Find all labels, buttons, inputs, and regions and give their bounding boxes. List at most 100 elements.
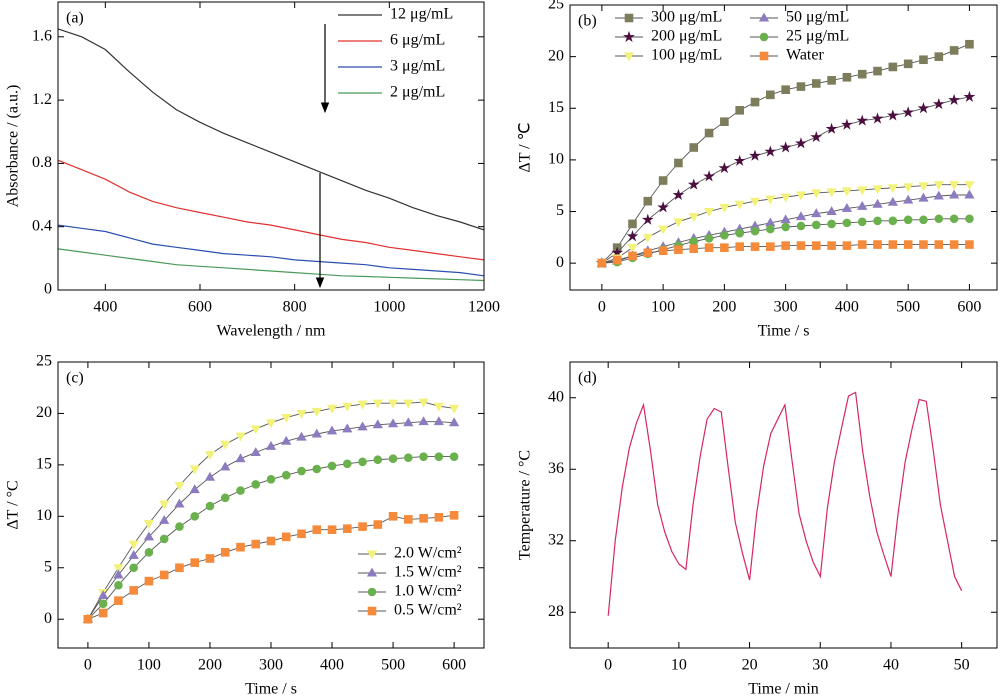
marker xyxy=(449,452,459,461)
marker xyxy=(251,480,261,489)
marker xyxy=(388,454,398,464)
marker xyxy=(612,255,622,265)
marker xyxy=(204,471,216,481)
marker xyxy=(113,569,124,579)
marker xyxy=(159,515,170,524)
marker xyxy=(703,170,715,182)
marker xyxy=(373,455,383,465)
marker xyxy=(888,62,898,72)
marker xyxy=(887,184,898,194)
x-tick-label: 0 xyxy=(84,657,92,674)
marker xyxy=(628,219,637,229)
marker xyxy=(949,240,959,249)
marker xyxy=(266,474,276,484)
marker xyxy=(688,213,699,223)
marker xyxy=(948,181,960,191)
marker xyxy=(367,606,377,616)
marker xyxy=(372,399,383,409)
marker xyxy=(189,465,200,475)
marker xyxy=(220,461,231,471)
marker xyxy=(642,233,653,243)
axes-frame xyxy=(57,1,485,291)
x-axis-label: Time / min xyxy=(748,681,819,697)
marker xyxy=(128,540,139,550)
marker xyxy=(342,423,353,433)
marker xyxy=(795,191,807,201)
marker xyxy=(658,176,668,185)
marker xyxy=(311,428,322,438)
marker xyxy=(919,215,928,225)
marker xyxy=(781,85,790,94)
marker xyxy=(658,246,668,256)
marker xyxy=(811,189,822,199)
marker xyxy=(236,542,245,552)
marker xyxy=(418,416,429,426)
marker xyxy=(811,208,822,218)
marker xyxy=(718,161,731,174)
marker xyxy=(366,550,378,560)
marker xyxy=(796,241,806,250)
marker xyxy=(934,240,944,249)
x-tick-label: 400 xyxy=(835,299,859,316)
marker xyxy=(129,563,138,573)
marker xyxy=(857,69,867,79)
marker xyxy=(903,194,914,204)
y-tick-label: 36 xyxy=(548,460,564,477)
marker xyxy=(297,529,306,539)
legend-label: 6 μg/mL xyxy=(390,32,445,49)
marker xyxy=(689,143,699,152)
marker xyxy=(204,451,216,460)
x-tick-label: 100 xyxy=(651,299,675,316)
panel-label: (c) xyxy=(66,370,84,387)
marker xyxy=(795,211,807,221)
marker xyxy=(825,122,838,134)
marker xyxy=(842,218,852,228)
marker xyxy=(795,137,807,149)
marker xyxy=(205,554,215,563)
y-tick-label: 25 xyxy=(548,0,564,13)
y-axis-label: ΔT / ℃ xyxy=(517,122,534,172)
marker xyxy=(903,215,913,225)
marker xyxy=(841,203,853,212)
marker xyxy=(902,106,915,118)
marker xyxy=(98,590,109,600)
marker xyxy=(327,525,337,534)
marker xyxy=(857,217,867,227)
marker xyxy=(342,459,352,469)
marker xyxy=(281,435,292,445)
marker xyxy=(251,539,261,549)
marker xyxy=(873,240,882,249)
marker xyxy=(888,240,898,249)
marker xyxy=(759,51,769,61)
marker xyxy=(641,213,654,225)
marker xyxy=(687,178,700,190)
marker xyxy=(759,32,769,42)
marker xyxy=(780,193,791,203)
marker xyxy=(311,407,322,417)
marker xyxy=(842,241,852,250)
marker xyxy=(811,241,821,250)
marker xyxy=(159,500,170,510)
marker xyxy=(704,234,714,243)
x-tick-label: 200 xyxy=(198,657,222,674)
x-tick-label: 40 xyxy=(883,657,899,674)
marker xyxy=(919,240,928,249)
legend-label: 25 μg/mL xyxy=(786,28,849,45)
marker xyxy=(733,154,746,166)
legend-label: 100 μg/mL xyxy=(651,47,722,64)
x-tick-label: 400 xyxy=(93,299,117,316)
marker xyxy=(296,409,307,419)
y-tick-label: 15 xyxy=(36,456,52,473)
marker xyxy=(810,131,823,143)
marker xyxy=(827,76,836,85)
marker xyxy=(827,241,836,250)
marker xyxy=(919,55,928,65)
y-tick-label: 20 xyxy=(36,404,52,421)
marker xyxy=(948,93,960,105)
x-tick-label: 0 xyxy=(604,657,612,674)
marker xyxy=(735,228,744,238)
marker xyxy=(190,512,200,521)
y-tick-label: 5 xyxy=(44,558,52,575)
marker xyxy=(372,419,383,429)
